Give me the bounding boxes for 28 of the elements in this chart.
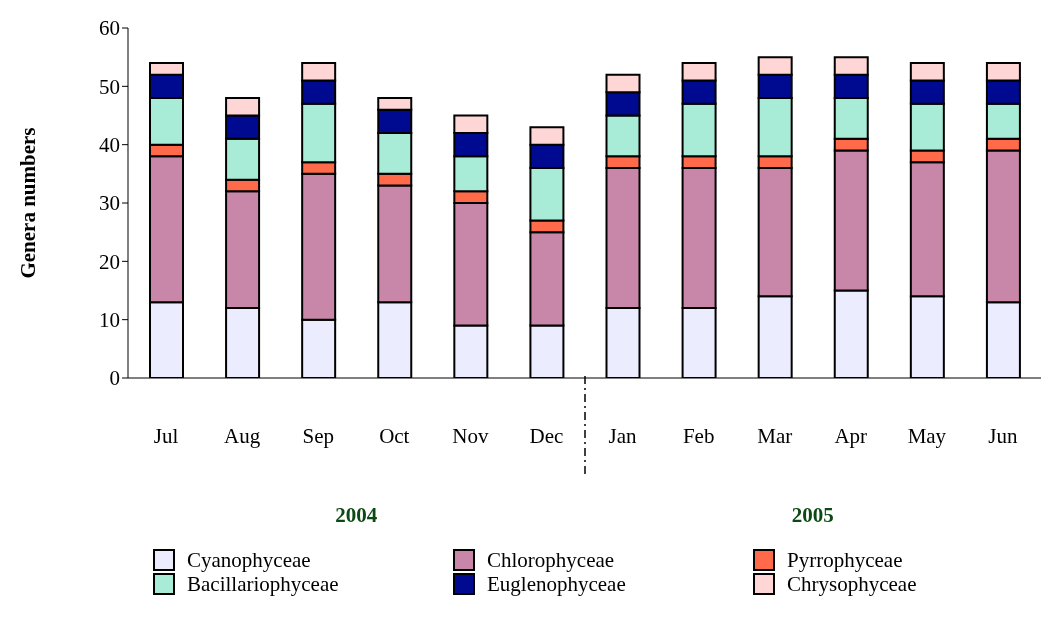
x-tick-label: Aug — [224, 423, 261, 448]
text: 2005 — [791, 503, 834, 528]
x-tick-label: Nov — [452, 423, 489, 448]
x-tick-label: Oct — [379, 423, 410, 448]
x-tick-label: Sep — [302, 423, 334, 448]
x-tick-label: Dec — [529, 423, 564, 448]
y-tick-label: 60 — [99, 16, 120, 41]
x-tick-label: Jul — [153, 423, 179, 448]
y-tick-label: 30 — [99, 191, 120, 216]
y-tick-label: 10 — [99, 308, 120, 333]
y-axis-title: Genera numbers — [16, 127, 41, 279]
legend-label: Euglenophyceae — [487, 572, 626, 596]
legend-label: Pyrrophyceae — [787, 548, 903, 572]
legend-label: Bacillariophyceae — [187, 572, 339, 596]
legend-label: Cyanophyceae — [187, 548, 311, 572]
y-tick-label: 0 — [109, 366, 120, 391]
text: 2004 — [335, 503, 378, 528]
y-tick-label: 20 — [99, 249, 120, 274]
legend-label: Chrysophyceae — [787, 572, 917, 596]
x-tick-label: Mar — [757, 423, 793, 448]
y-tick-label: 40 — [99, 133, 120, 158]
x-tick-label: Feb — [682, 423, 715, 448]
legend-label: Chlorophyceae — [487, 548, 615, 572]
x-tick-label: Apr — [834, 423, 868, 448]
x-tick-label: Jun — [988, 423, 1019, 448]
x-tick-label: Jan — [608, 423, 638, 448]
x-tick-label: May — [907, 423, 947, 448]
y-tick-label: 50 — [99, 74, 120, 99]
